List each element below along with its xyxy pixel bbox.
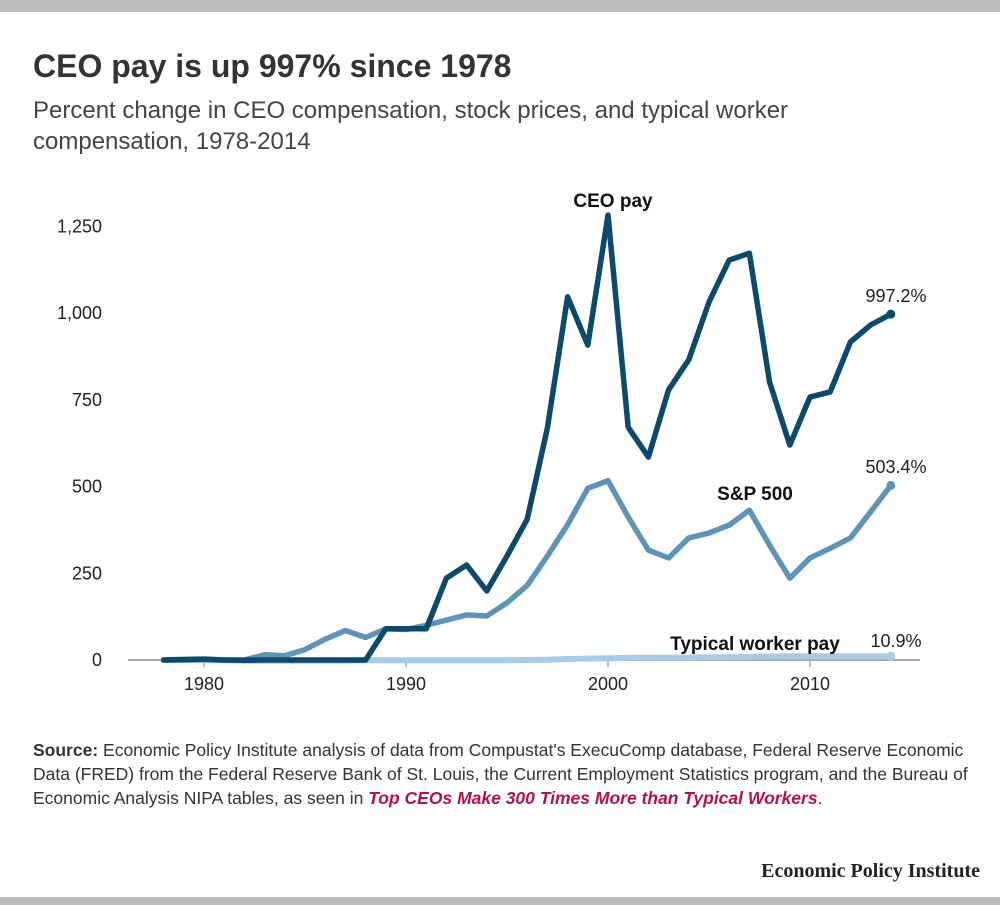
x-tick-label: 1990 [386,674,426,694]
x-tick-label: 1980 [184,674,224,694]
x-tick-label: 2000 [588,674,628,694]
source-end: . [817,788,823,808]
y-tick-label: 1,000 [57,303,102,323]
series-endpoint-typical-worker-pay [886,651,896,661]
source-note: Source: Economic Policy Institute analys… [33,738,973,810]
y-tick-label: 250 [72,563,102,583]
bottom-border [0,897,1000,905]
line-chart: 1980 1990 2000 2010 0 250 500 750 1,000 1,250 CEO … [57,191,927,694]
y-tick-label: 0 [92,650,102,670]
end-value-label: 997.2% [865,286,926,306]
report-link[interactable]: Top CEOs Make 300 Times More than Typica… [368,788,818,808]
series-line-ceo-pay [160,212,894,664]
y-tick-label: 500 [72,477,102,497]
y-tick-label: 1,250 [57,217,102,237]
series-label: Typical worker pay [670,634,840,655]
y-tick-label: 750 [72,390,102,410]
series-endpoint-ceo-pay [886,309,896,319]
series-label: CEO pay [573,191,653,212]
source-text: Economic Policy Institute analysis of da… [33,740,968,808]
end-value-label: 503.4% [865,457,926,477]
end-value-label: 10.9% [870,631,921,651]
series-label: S&P 500 [717,484,793,505]
source-label: Source: [33,740,99,760]
top-border [0,0,1000,12]
epi-logo: Economic Policy Institute [761,860,980,882]
series-line-s-p-500 [160,477,894,663]
chart-title: CEO pay is up 997% since 1978 [33,48,512,84]
x-tick-label: 2010 [790,674,830,694]
series-endpoint-s-p-500 [886,480,896,490]
chart-subtitle: Percent change in CEO compensation, stoc… [33,97,789,155]
